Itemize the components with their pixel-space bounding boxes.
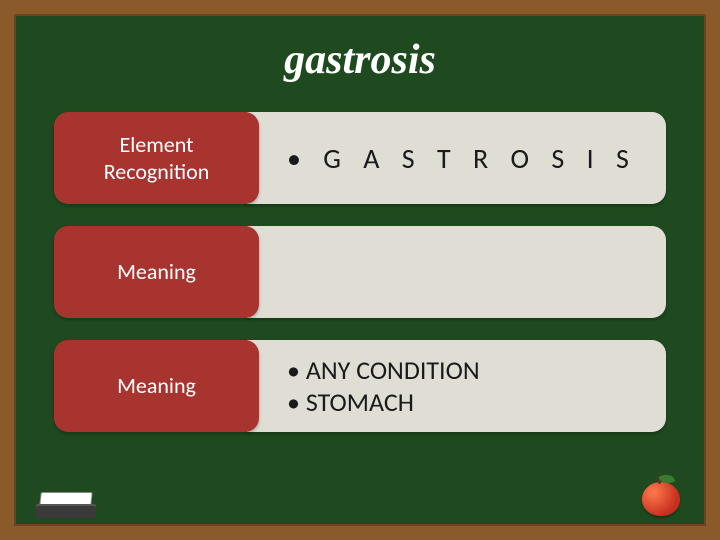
label-box: Meaning xyxy=(54,340,259,432)
row-meaning-1: Meaning xyxy=(54,226,666,318)
slide-title: gastrosis xyxy=(44,36,676,84)
label-line: Meaning xyxy=(117,372,196,400)
rows-container: Element Recognition • G A S T R O S I S … xyxy=(44,112,676,432)
label-line: Recognition xyxy=(104,158,210,186)
label-box: Meaning xyxy=(54,226,259,318)
content-box: • ANY CONDITION • STOMACH xyxy=(247,340,666,432)
label-line: Element xyxy=(120,131,194,159)
chalkboard: gastrosis Element Recognition • G A S T … xyxy=(14,14,706,526)
content-line: • STOMACH xyxy=(287,386,666,418)
content-box xyxy=(247,226,666,318)
row-element-recognition: Element Recognition • G A S T R O S I S xyxy=(54,112,666,204)
apple-icon xyxy=(638,474,684,518)
eraser-icon xyxy=(36,480,102,518)
content-box: • G A S T R O S I S xyxy=(247,112,666,204)
content-line: • G A S T R O S I S xyxy=(287,141,666,176)
slide-frame: gastrosis Element Recognition • G A S T … xyxy=(0,0,720,540)
row-meaning-2: Meaning • ANY CONDITION • STOMACH xyxy=(54,340,666,432)
label-line: Meaning xyxy=(117,258,196,286)
label-box: Element Recognition xyxy=(54,112,259,204)
content-line: • ANY CONDITION xyxy=(287,354,666,386)
